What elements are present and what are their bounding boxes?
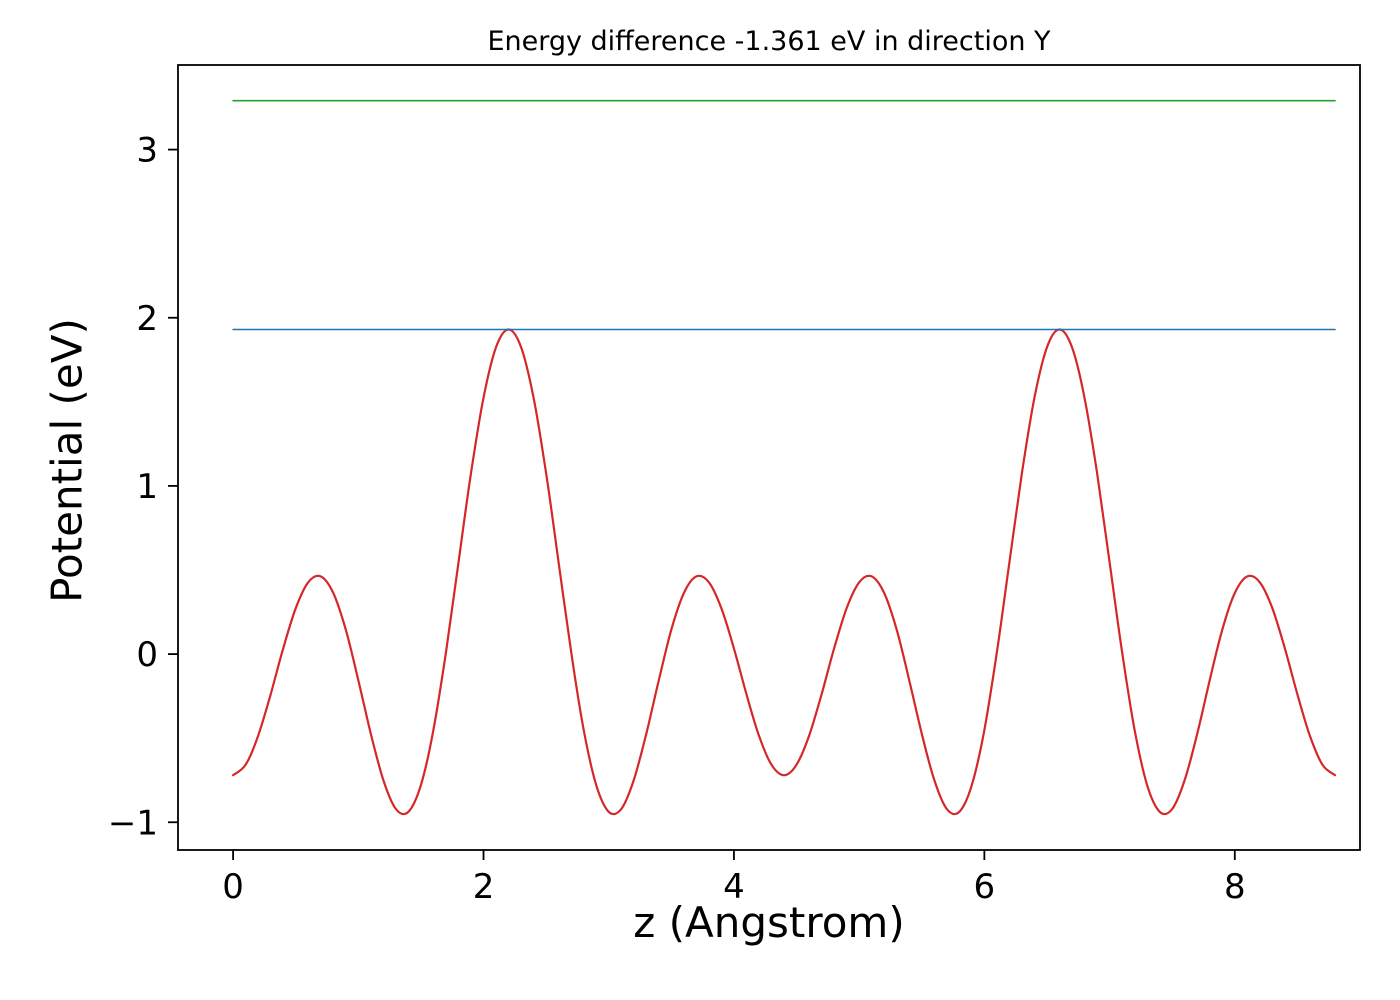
x-tick-label: 4: [723, 867, 745, 907]
x-tick-label: 8: [1224, 867, 1246, 907]
y-tick-label: −1: [108, 803, 158, 843]
y-tick-label: 0: [136, 635, 158, 675]
x-axis-label: z (Angstrom): [633, 898, 905, 947]
x-tick-label: 6: [974, 867, 996, 907]
axes-frame: [177, 64, 1361, 851]
y-tick-label: 3: [136, 131, 158, 171]
x-tick-label: 2: [473, 867, 495, 907]
potential-curve-line: [232, 328, 1337, 816]
y-tick-label: 2: [136, 299, 158, 339]
chart-title: Energy difference -1.361 eV in direction…: [487, 26, 1051, 57]
x-tick-label: 0: [222, 867, 244, 907]
y-tick-label: 1: [136, 467, 158, 507]
